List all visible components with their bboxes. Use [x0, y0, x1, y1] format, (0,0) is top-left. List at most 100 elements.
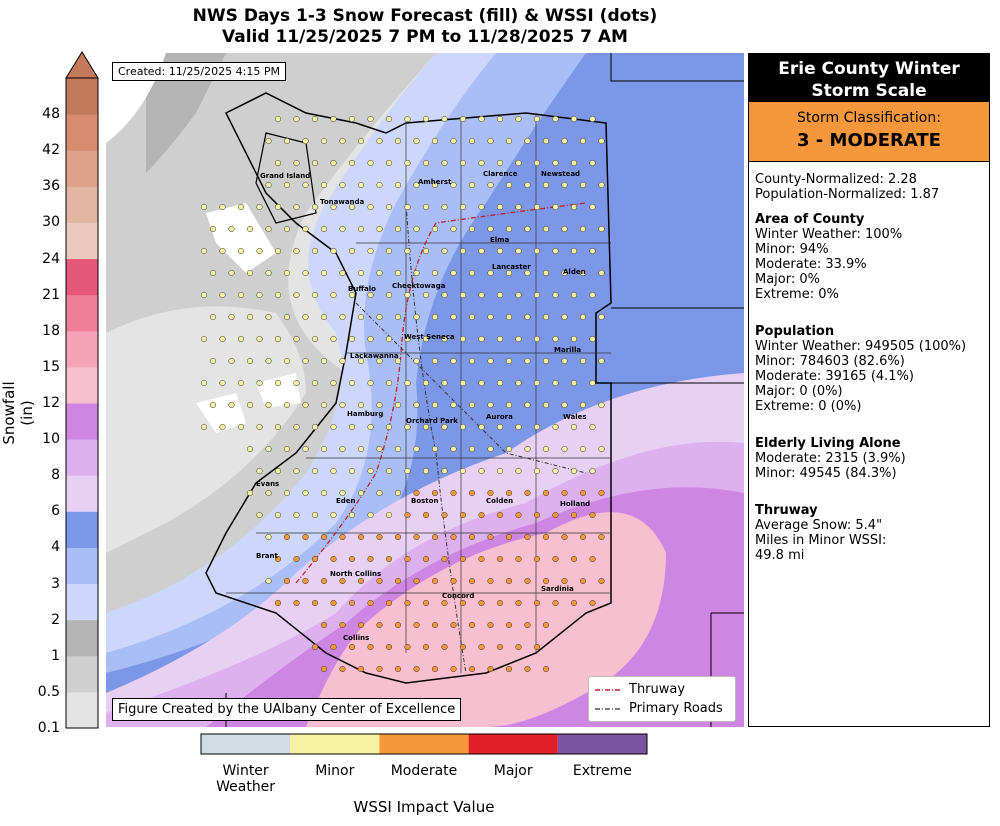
legend-thruway: Thruway: [595, 682, 685, 697]
wssi-dot: [589, 159, 596, 167]
wssi-dot: [413, 577, 420, 585]
wssi-dot: [561, 181, 568, 189]
wssi-dot: [552, 555, 559, 563]
wssi-dot: [552, 511, 559, 519]
wssi-dot: [256, 511, 263, 519]
wssi-dot: [283, 313, 291, 321]
wssi-dot: [570, 379, 578, 387]
wssi-dot: [487, 665, 494, 673]
wssi-dot: [413, 665, 420, 673]
wssi-dot: [367, 203, 374, 211]
wssi-dot: [422, 599, 430, 607]
wssi-dot: [478, 643, 485, 651]
wssi-dot: [200, 203, 208, 211]
town-label: Boston: [411, 497, 439, 505]
wssi-dot: [219, 291, 226, 299]
wssi-dot: [394, 577, 402, 585]
wssi-dot: [598, 533, 605, 541]
town-label: Holland: [560, 500, 591, 508]
wssi-dot: [431, 665, 439, 673]
wssi-dot: [505, 357, 513, 365]
wssi-dot: [441, 599, 448, 607]
wssi-dot: [552, 335, 559, 343]
wssi-dot: [302, 225, 309, 233]
town-label: Cheektowaga: [392, 282, 446, 290]
elderly-line: Moderate: 2315 (3.9%): [755, 451, 906, 466]
wssi-dot: [376, 269, 383, 277]
elderly-line: Minor: 49545 (84.3%): [755, 466, 897, 481]
wssi-dot: [330, 115, 337, 123]
wssi-dot: [478, 511, 485, 519]
wssi-dot: [302, 137, 309, 145]
wssi-dot: [496, 643, 504, 651]
wssi-dot: [431, 137, 439, 145]
area-title: Area of County: [755, 212, 865, 227]
wssi-dot: [459, 291, 467, 299]
wssi-dot: [478, 423, 485, 431]
wssi-dot: [385, 467, 393, 475]
wssi-dot: [348, 335, 356, 343]
wssi-dot: [330, 511, 337, 519]
wssi-dot: [441, 247, 448, 255]
wssi-dot: [478, 247, 485, 255]
wssi-dot: [265, 313, 272, 321]
wssi-dot: [552, 247, 559, 255]
legend-primary-roads: Primary Roads: [595, 701, 723, 716]
colorbar-tick-label: 4: [51, 539, 60, 556]
wssi-dot: [376, 577, 383, 585]
wssi-dot: [524, 313, 531, 321]
population-line: Extreme: 0 (0%): [755, 399, 862, 414]
wssi-dot: [413, 621, 420, 629]
wssi-dot: [441, 555, 448, 563]
wssi-dot: [515, 335, 522, 343]
wssi-dot: [598, 269, 605, 277]
wssi-dot: [589, 203, 596, 211]
colorbar-tick-label: 48: [42, 106, 60, 123]
wssi-dot: [311, 159, 319, 167]
wssi-dot: [431, 313, 439, 321]
wssi-dot: [385, 291, 393, 299]
wssi-dot: [330, 379, 337, 387]
wssi-dot: [376, 313, 383, 321]
wssi-dot: [478, 115, 485, 123]
wssi-dot: [302, 533, 309, 541]
wssi-dot: [256, 203, 263, 211]
wssi-dot: [311, 643, 319, 651]
colorbar-segment: [66, 150, 98, 187]
area-line: Major: 0%: [755, 272, 820, 287]
thruway-line: Average Snow: 5.4": [755, 518, 883, 533]
wssi-dot: [478, 291, 485, 299]
wssi-dot: [570, 423, 578, 431]
wssi-dot: [431, 401, 439, 409]
wssi-dot: [320, 621, 328, 629]
town-label: Lackawanna: [350, 352, 399, 360]
wssi-dot: [237, 379, 245, 387]
wssi-dot: [385, 247, 393, 255]
wssi-dot: [505, 181, 513, 189]
wssi-dot: [598, 181, 605, 189]
wssi-dot: [283, 445, 291, 453]
wssi-dot: [552, 115, 559, 123]
wssi-dot: [330, 291, 337, 299]
town-label: Orchard Park: [406, 417, 458, 425]
colorbar-segment: [66, 114, 98, 151]
wssi-dot: [274, 159, 282, 167]
wssi-dot: [487, 577, 494, 585]
wssi-dot: [459, 203, 467, 211]
wssi-dot: [209, 357, 217, 365]
wssi-dot: [561, 313, 568, 321]
wssi-dot: [339, 577, 346, 585]
wssi-dot: [339, 225, 346, 233]
wssi-dot: [404, 159, 411, 167]
wssi-dot: [385, 643, 393, 651]
fill-hole-1: [206, 203, 276, 273]
colorbar-tick-label: 1: [51, 647, 60, 664]
colorbar-segment: [66, 78, 98, 115]
wssi-dot: [228, 357, 235, 365]
wssi-dot: [339, 137, 346, 145]
wssi-dot: [450, 445, 457, 453]
colorbar-segment: [66, 330, 98, 368]
wssi-dot: [404, 379, 411, 387]
wssi-dot: [246, 313, 254, 321]
wssi-dot: [330, 247, 337, 255]
